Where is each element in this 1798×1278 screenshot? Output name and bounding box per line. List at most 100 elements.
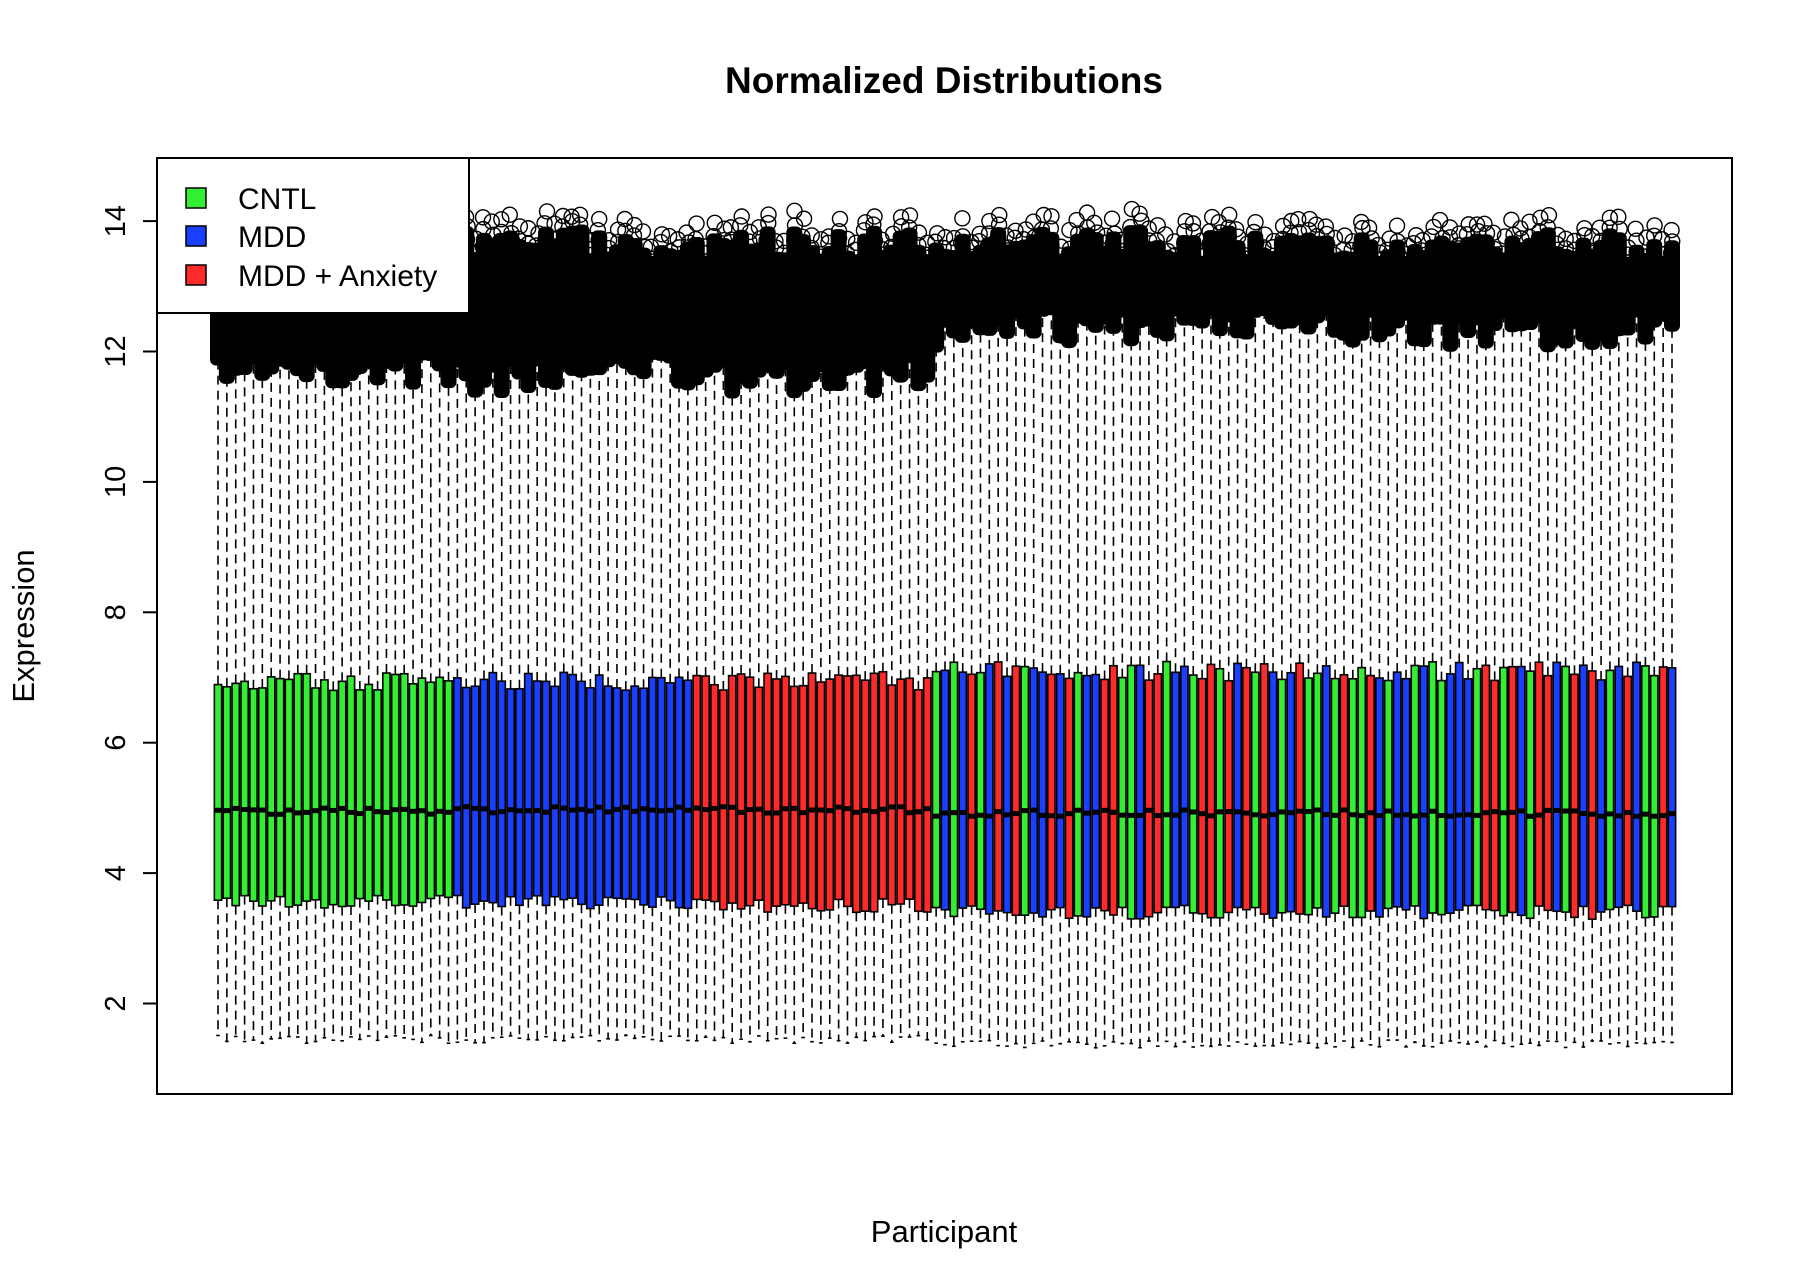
box-iqr — [701, 675, 711, 901]
outlier-point — [981, 212, 998, 230]
box-iqr — [373, 689, 383, 897]
participant-box — [577, 369, 586, 1038]
box-iqr — [639, 687, 648, 906]
participant-box — [780, 361, 790, 1039]
participant-box — [1091, 324, 1101, 1049]
participant-box — [1215, 328, 1225, 1046]
legend-swatch-cntl — [185, 187, 207, 209]
participant-box — [949, 330, 959, 1048]
outlier-point — [901, 207, 919, 224]
participant-box — [1472, 317, 1482, 1044]
participant-box — [479, 379, 489, 1044]
participant-box — [1454, 316, 1464, 1044]
box-iqr — [488, 671, 498, 904]
outlier-point — [1646, 217, 1663, 234]
box-iqr — [1082, 674, 1092, 918]
box-iqr — [1312, 672, 1322, 909]
outlier-point — [991, 206, 1008, 224]
participant-box — [1171, 308, 1180, 1048]
outlier-point — [1451, 225, 1468, 242]
outlier-point — [1301, 210, 1318, 228]
box-iqr — [1277, 678, 1287, 914]
participant-box — [523, 385, 533, 1041]
outlier-point — [1148, 232, 1165, 249]
box-iqr — [399, 672, 409, 906]
participant-box — [382, 360, 391, 1038]
outlier-point — [1006, 229, 1023, 246]
outlier-point — [1177, 212, 1194, 230]
participant-box — [399, 356, 409, 1039]
outlier-point — [803, 239, 820, 257]
outlier-point — [794, 228, 811, 245]
box-iqr — [541, 680, 551, 907]
participant-box — [417, 352, 427, 1044]
participant-box — [1605, 340, 1615, 1045]
outlier-point — [998, 227, 1015, 244]
outlier-point — [1220, 206, 1238, 223]
participant-box — [1392, 320, 1402, 1041]
box-iqr — [869, 672, 879, 913]
outlier-point — [1086, 214, 1103, 231]
box-iqr — [656, 676, 666, 898]
participant-box — [328, 380, 338, 1042]
outlier-point — [1033, 221, 1051, 238]
participant-box — [843, 367, 852, 1044]
box-iqr — [213, 683, 223, 902]
outlier-point — [760, 214, 777, 232]
outlier-point — [1601, 219, 1618, 236]
box-iqr — [1357, 666, 1367, 919]
box-iqr — [364, 683, 374, 902]
y-tick-label: 2 — [100, 995, 132, 1011]
box-iqr — [834, 674, 844, 901]
outlier-point — [936, 229, 954, 246]
box-iqr — [1516, 665, 1526, 917]
box-iqr — [896, 678, 906, 905]
outlier-point — [812, 231, 830, 248]
participant-box — [1649, 319, 1659, 1044]
outlier-point — [1476, 215, 1493, 232]
box-iqr — [444, 680, 453, 899]
outlier-point — [1123, 200, 1141, 218]
outlier-point — [830, 229, 848, 247]
y-axis-label: Expression — [6, 549, 41, 702]
participant-box — [984, 327, 994, 1042]
box-iqr — [1197, 677, 1207, 915]
participant-box — [1224, 314, 1234, 1047]
outlier-point — [1512, 220, 1529, 237]
participant-box — [1206, 308, 1216, 1048]
box-iqr — [683, 679, 693, 910]
participant-box — [603, 359, 613, 1040]
participant-box — [1658, 312, 1668, 1043]
box-iqr — [1632, 661, 1641, 912]
outlier-point — [1610, 208, 1627, 226]
participant-box — [869, 390, 879, 1038]
box-iqr — [390, 673, 400, 907]
participant-box — [1144, 318, 1154, 1042]
box-iqr — [497, 680, 507, 908]
outlier-point — [988, 231, 1006, 248]
box-iqr — [594, 674, 604, 907]
y-tick-label: 14 — [100, 205, 132, 237]
box-iqr — [1153, 673, 1163, 914]
box-iqr — [931, 670, 941, 909]
participant-box — [1295, 317, 1305, 1043]
box-iqr — [807, 672, 817, 910]
box-iqr — [1419, 665, 1429, 920]
outlier-point — [1663, 221, 1680, 239]
box-iqr — [1667, 667, 1677, 908]
outlier-point — [741, 233, 758, 250]
box-iqr — [727, 674, 737, 904]
participant-box — [293, 368, 303, 1038]
box-iqr — [984, 663, 994, 915]
participant-box — [1109, 325, 1118, 1043]
box-iqr — [559, 671, 569, 901]
participant-box — [913, 383, 923, 1037]
participant-box — [1578, 334, 1588, 1048]
outlier-point — [1664, 233, 1681, 250]
box-iqr — [1640, 665, 1650, 919]
participant-box — [612, 355, 622, 1041]
participant-box — [692, 377, 702, 1042]
outlier-point — [1485, 224, 1502, 241]
participant-box — [302, 374, 312, 1045]
outlier-point — [1318, 225, 1335, 243]
